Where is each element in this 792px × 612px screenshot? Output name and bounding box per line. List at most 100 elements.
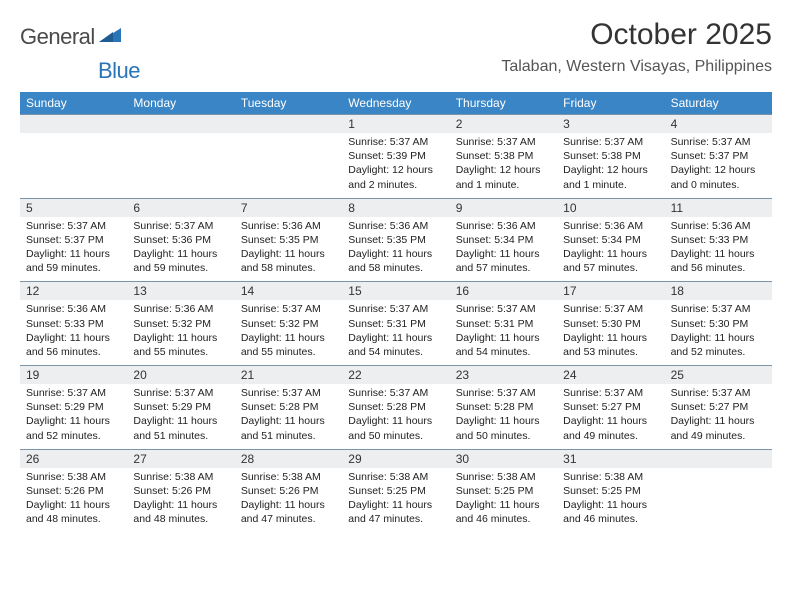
sunrise-text: Sunrise: 5:37 AM <box>348 386 443 400</box>
day-cell <box>127 133 234 198</box>
dow-tuesday: Tuesday <box>235 92 342 114</box>
sunrise-text: Sunrise: 5:36 AM <box>456 219 551 233</box>
sunset-text: Sunset: 5:37 PM <box>26 233 121 247</box>
daylight-text: Daylight: 11 hours and 51 minutes. <box>241 414 336 442</box>
daylight-text: Daylight: 11 hours and 49 minutes. <box>671 414 766 442</box>
day-number: 4 <box>665 114 772 133</box>
calendar-page: General October 2025 Talaban, Western Vi… <box>0 0 792 532</box>
sunrise-text: Sunrise: 5:36 AM <box>671 219 766 233</box>
day-number: 26 <box>20 449 127 468</box>
day-number: 19 <box>20 365 127 384</box>
day-number: 21 <box>235 365 342 384</box>
sunset-text: Sunset: 5:35 PM <box>241 233 336 247</box>
day-cell: Sunrise: 5:36 AMSunset: 5:34 PMDaylight:… <box>557 217 664 282</box>
daylight-text: Daylight: 12 hours and 1 minute. <box>563 163 658 191</box>
day-cell: Sunrise: 5:37 AMSunset: 5:30 PMDaylight:… <box>557 300 664 365</box>
daylight-text: Daylight: 11 hours and 52 minutes. <box>26 414 121 442</box>
day-number: 7 <box>235 198 342 217</box>
sunrise-text: Sunrise: 5:38 AM <box>241 470 336 484</box>
day-number: 12 <box>20 281 127 300</box>
sunset-text: Sunset: 5:31 PM <box>456 317 551 331</box>
sunset-text: Sunset: 5:38 PM <box>456 149 551 163</box>
day-number: 15 <box>342 281 449 300</box>
day-cell: Sunrise: 5:36 AMSunset: 5:33 PMDaylight:… <box>20 300 127 365</box>
daylight-text: Daylight: 11 hours and 49 minutes. <box>563 414 658 442</box>
day-cell: Sunrise: 5:38 AMSunset: 5:25 PMDaylight:… <box>450 468 557 533</box>
day-cell: Sunrise: 5:37 AMSunset: 5:29 PMDaylight:… <box>127 384 234 449</box>
day-cell: Sunrise: 5:37 AMSunset: 5:32 PMDaylight:… <box>235 300 342 365</box>
day-cell: Sunrise: 5:37 AMSunset: 5:31 PMDaylight:… <box>450 300 557 365</box>
sunset-text: Sunset: 5:26 PM <box>241 484 336 498</box>
sunrise-text: Sunrise: 5:37 AM <box>563 386 658 400</box>
brand-logo: General <box>20 24 101 50</box>
sunrise-text: Sunrise: 5:38 AM <box>563 470 658 484</box>
day-cell: Sunrise: 5:37 AMSunset: 5:39 PMDaylight:… <box>342 133 449 198</box>
title-block: October 2025 Talaban, Western Visayas, P… <box>501 18 772 76</box>
day-number: 29 <box>342 449 449 468</box>
day-number: 20 <box>127 365 234 384</box>
sunset-text: Sunset: 5:30 PM <box>563 317 658 331</box>
sunset-text: Sunset: 5:39 PM <box>348 149 443 163</box>
day-number: 5 <box>20 198 127 217</box>
daylight-text: Daylight: 11 hours and 48 minutes. <box>133 498 228 526</box>
day-cell: Sunrise: 5:37 AMSunset: 5:37 PMDaylight:… <box>20 217 127 282</box>
brand-triangle-icon <box>99 26 121 49</box>
sunrise-text: Sunrise: 5:37 AM <box>563 135 658 149</box>
calendar-grid: Sunday Monday Tuesday Wednesday Thursday… <box>20 92 772 532</box>
daylight-text: Daylight: 11 hours and 56 minutes. <box>26 331 121 359</box>
dow-saturday: Saturday <box>665 92 772 114</box>
day-cell: Sunrise: 5:37 AMSunset: 5:29 PMDaylight:… <box>20 384 127 449</box>
day-number: 25 <box>665 365 772 384</box>
day-number: 18 <box>665 281 772 300</box>
day-number: 8 <box>342 198 449 217</box>
sunrise-text: Sunrise: 5:36 AM <box>241 219 336 233</box>
daylight-text: Daylight: 11 hours and 55 minutes. <box>133 331 228 359</box>
day-number: 17 <box>557 281 664 300</box>
daylight-text: Daylight: 11 hours and 54 minutes. <box>456 331 551 359</box>
sunset-text: Sunset: 5:29 PM <box>26 400 121 414</box>
sunset-text: Sunset: 5:28 PM <box>348 400 443 414</box>
sunrise-text: Sunrise: 5:36 AM <box>563 219 658 233</box>
sunrise-text: Sunrise: 5:37 AM <box>671 135 766 149</box>
sunrise-text: Sunrise: 5:38 AM <box>348 470 443 484</box>
daylight-text: Daylight: 11 hours and 59 minutes. <box>133 247 228 275</box>
day-cell: Sunrise: 5:38 AMSunset: 5:26 PMDaylight:… <box>20 468 127 533</box>
week-content-row: Sunrise: 5:37 AMSunset: 5:29 PMDaylight:… <box>20 384 772 449</box>
day-number: 28 <box>235 449 342 468</box>
day-cell <box>665 468 772 533</box>
week-daynum-row: 19202122232425 <box>20 365 772 384</box>
sunrise-text: Sunrise: 5:38 AM <box>456 470 551 484</box>
dow-monday: Monday <box>127 92 234 114</box>
day-number <box>127 114 234 133</box>
day-cell: Sunrise: 5:36 AMSunset: 5:34 PMDaylight:… <box>450 217 557 282</box>
sunrise-text: Sunrise: 5:36 AM <box>348 219 443 233</box>
sunset-text: Sunset: 5:31 PM <box>348 317 443 331</box>
day-number: 1 <box>342 114 449 133</box>
daylight-text: Daylight: 12 hours and 2 minutes. <box>348 163 443 191</box>
day-number: 27 <box>127 449 234 468</box>
day-number: 6 <box>127 198 234 217</box>
dow-wednesday: Wednesday <box>342 92 449 114</box>
daylight-text: Daylight: 11 hours and 47 minutes. <box>348 498 443 526</box>
sunset-text: Sunset: 5:32 PM <box>241 317 336 331</box>
day-number: 2 <box>450 114 557 133</box>
day-number <box>20 114 127 133</box>
sunrise-text: Sunrise: 5:37 AM <box>456 302 551 316</box>
daylight-text: Daylight: 11 hours and 57 minutes. <box>563 247 658 275</box>
sunset-text: Sunset: 5:37 PM <box>671 149 766 163</box>
daylight-text: Daylight: 11 hours and 51 minutes. <box>133 414 228 442</box>
day-cell: Sunrise: 5:36 AMSunset: 5:32 PMDaylight:… <box>127 300 234 365</box>
day-cell <box>20 133 127 198</box>
daylight-text: Daylight: 11 hours and 50 minutes. <box>348 414 443 442</box>
day-number: 22 <box>342 365 449 384</box>
sunrise-text: Sunrise: 5:37 AM <box>26 386 121 400</box>
daylight-text: Daylight: 11 hours and 53 minutes. <box>563 331 658 359</box>
sunrise-text: Sunrise: 5:36 AM <box>26 302 121 316</box>
weeks-container: 1234Sunrise: 5:37 AMSunset: 5:39 PMDayli… <box>20 114 772 532</box>
sunset-text: Sunset: 5:25 PM <box>348 484 443 498</box>
sunset-text: Sunset: 5:26 PM <box>26 484 121 498</box>
sunset-text: Sunset: 5:33 PM <box>671 233 766 247</box>
day-number: 16 <box>450 281 557 300</box>
sunset-text: Sunset: 5:26 PM <box>133 484 228 498</box>
dow-sunday: Sunday <box>20 92 127 114</box>
